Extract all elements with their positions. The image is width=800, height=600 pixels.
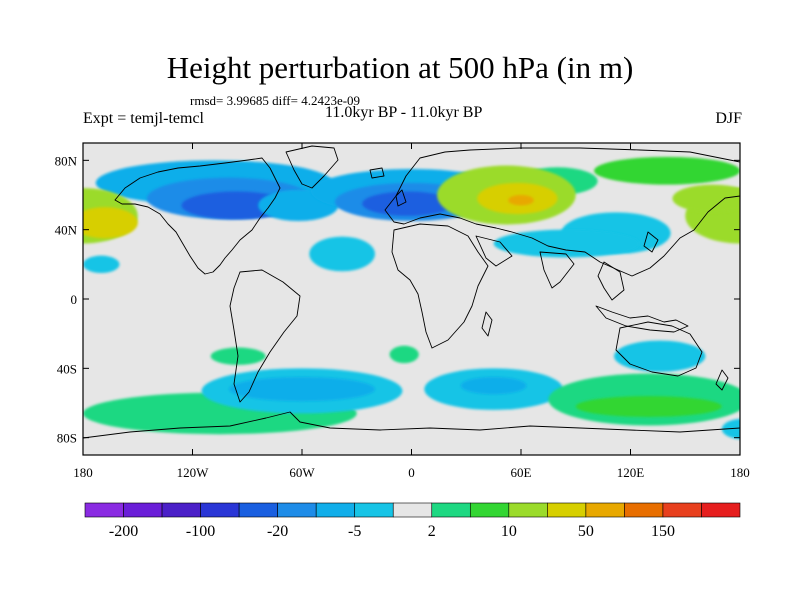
y-tick-label-0: 80N (55, 153, 78, 168)
contour-region-20 (614, 340, 706, 372)
colorbar-swatch-16 (701, 502, 741, 518)
coastline-eurasia (384, 147, 740, 277)
colorbar-swatch-8 (392, 502, 433, 518)
season-label: DJF (715, 110, 742, 127)
x-tick-label-2: 60W (289, 465, 315, 480)
contour-region-15 (672, 184, 740, 213)
colorbar-label-0: -200 (109, 523, 138, 540)
coastline-new-zealand (715, 369, 729, 391)
colorbar-swatch-13 (585, 502, 625, 518)
contour-region-18 (309, 236, 375, 272)
coastline-arabia (475, 235, 513, 267)
colorbar-swatch-15 (662, 502, 702, 518)
colorbar-swatch-14 (624, 502, 664, 518)
x-tick-label-1: 120W (177, 465, 210, 480)
contour-region-27 (389, 345, 419, 364)
x-tick-label-6: 180 (730, 465, 750, 480)
contour-region-26 (460, 377, 527, 395)
x-tick-label-0: 180 (73, 465, 93, 480)
coastline-south-america (229, 269, 301, 403)
contour-region-19 (83, 255, 120, 273)
y-tick-label-4: 80S (57, 431, 77, 446)
y-tick-label-1: 40N (55, 223, 78, 238)
x-tick-label-3: 0 (408, 465, 415, 480)
coastline-uk (395, 189, 407, 207)
coastline-north-america (114, 157, 281, 275)
rmsd-diff-label: rmsd= 3.99685 diff= 4.2423e-09 (190, 93, 361, 108)
colorbar-swatch-3 (200, 502, 240, 518)
colorbar-label-4: 2 (428, 523, 436, 540)
x-tick-label-4: 60E (511, 465, 532, 480)
contour-region-8 (594, 156, 740, 185)
colorbar-swatch-4 (238, 502, 278, 518)
contour-region-24 (229, 377, 375, 402)
y-tick-label-2: 0 (71, 292, 78, 307)
chart-title: Height perturbation at 500 hPa (in m) (166, 50, 634, 85)
coastline-madagascar (481, 311, 493, 337)
x-tick-label-5: 120E (617, 465, 645, 480)
colorbar-swatch-10 (469, 502, 510, 518)
coastline-indonesia (595, 305, 689, 333)
colorbar-swatch-5 (277, 502, 317, 518)
coastline-layer (83, 145, 740, 439)
colorbar-swatch-7 (354, 502, 394, 518)
contour-region-14 (508, 195, 534, 206)
coastline-iceland (369, 167, 385, 179)
colorbar-swatch-6 (315, 502, 356, 518)
colorbar-label-5: 10 (501, 523, 517, 540)
colorbar-label-1: -100 (186, 523, 215, 540)
coastline-japan (643, 231, 659, 253)
coastline-greenland (285, 145, 339, 189)
colorbar-swatch-1 (123, 502, 163, 518)
colorbar-swatch-11 (508, 502, 548, 518)
colorbar-label-7: 150 (651, 523, 675, 540)
colorbar-label-2: -20 (267, 523, 288, 540)
colorbar-swatch-12 (547, 502, 587, 518)
colorbar-label-3: -5 (348, 523, 361, 540)
coastline-antarctica (83, 411, 740, 439)
contour-region-11 (83, 207, 138, 239)
period-label: 11.0kyr BP - 11.0kyr BP (325, 104, 483, 121)
coastline-australia (615, 321, 703, 377)
contour-fill-layer (83, 156, 740, 440)
axes-layer: 180 120W 60W 0 60E 120E 180 80N 40N 0 40S 80S (55, 143, 750, 480)
colorbar-swatch-9 (431, 502, 471, 518)
coastline-southeast-asia (597, 261, 625, 301)
colorbar-swatch-2 (161, 502, 201, 518)
coastline-india (539, 251, 575, 289)
experiment-label: Expt = temjl-temcl (83, 110, 204, 127)
colorbar-label-6: 50 (578, 523, 594, 540)
y-tick-label-3: 40S (57, 361, 77, 376)
contour-region-29 (575, 396, 722, 417)
coastline-africa (391, 223, 489, 349)
colorbar-swatch-0 (84, 502, 124, 518)
contour-region-17 (493, 229, 640, 258)
colorbar: -200 -100 -20 -5 2 10 50 150 (84, 502, 741, 540)
